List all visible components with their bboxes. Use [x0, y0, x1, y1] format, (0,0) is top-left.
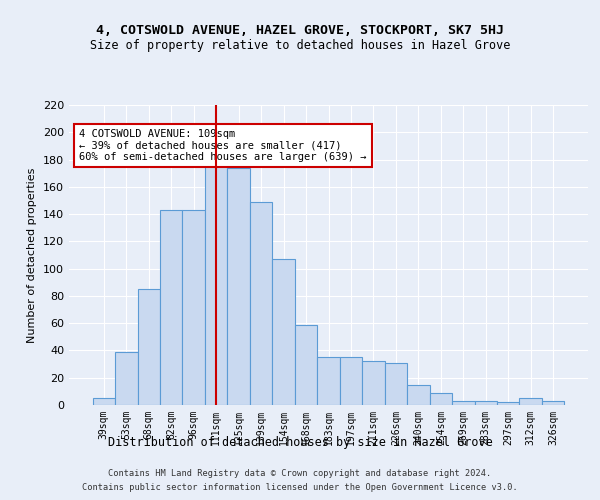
Bar	[520, 398, 542, 405]
Text: Contains HM Land Registry data © Crown copyright and database right 2024.: Contains HM Land Registry data © Crown c…	[109, 470, 491, 478]
Bar	[362, 362, 385, 405]
Text: Size of property relative to detached houses in Hazel Grove: Size of property relative to detached ho…	[90, 40, 510, 52]
Bar	[407, 384, 430, 405]
Bar	[452, 401, 475, 405]
Bar	[205, 166, 227, 405]
Bar	[475, 401, 497, 405]
Bar	[182, 210, 205, 405]
Y-axis label: Number of detached properties: Number of detached properties	[28, 168, 37, 342]
Bar	[497, 402, 520, 405]
Bar	[430, 392, 452, 405]
Bar	[542, 401, 565, 405]
Text: Contains public sector information licensed under the Open Government Licence v3: Contains public sector information licen…	[82, 482, 518, 492]
Text: Distribution of detached houses by size in Hazel Grove: Distribution of detached houses by size …	[107, 436, 493, 449]
Bar	[385, 362, 407, 405]
Bar	[137, 289, 160, 405]
Text: 4 COTSWOLD AVENUE: 109sqm
← 39% of detached houses are smaller (417)
60% of semi: 4 COTSWOLD AVENUE: 109sqm ← 39% of detac…	[79, 129, 367, 162]
Bar	[295, 324, 317, 405]
Bar	[160, 210, 182, 405]
Bar	[250, 202, 272, 405]
Bar	[227, 168, 250, 405]
Bar	[317, 358, 340, 405]
Text: 4, COTSWOLD AVENUE, HAZEL GROVE, STOCKPORT, SK7 5HJ: 4, COTSWOLD AVENUE, HAZEL GROVE, STOCKPO…	[96, 24, 504, 38]
Bar	[92, 398, 115, 405]
Bar	[340, 358, 362, 405]
Bar	[115, 352, 137, 405]
Bar	[272, 259, 295, 405]
